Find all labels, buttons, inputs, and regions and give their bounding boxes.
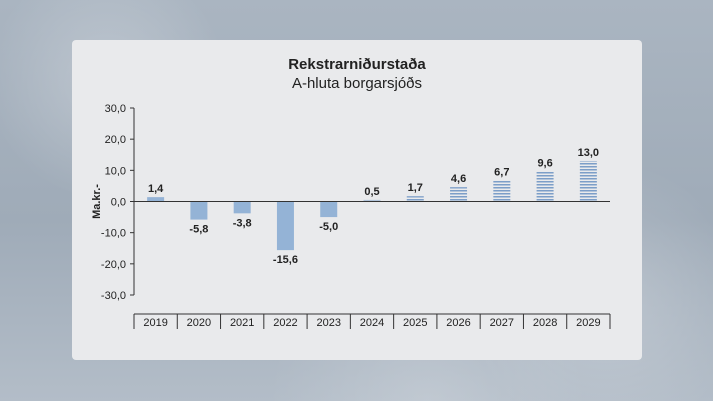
bar-2020 [190,201,208,220]
y-tick-label: -10,0 [101,228,126,240]
value-label: 1,4 [148,183,164,195]
bar-2024 [363,199,381,202]
chart-card: Rekstrarniðurstaða A-hluta borgarsjóðs 3… [72,40,642,360]
bar-2028 [536,171,554,202]
value-label: 6,7 [494,167,509,179]
x-tick-label: 2028 [533,317,557,329]
value-label: 1,7 [408,182,423,194]
bar-2025 [406,196,424,202]
bar-2026 [450,187,468,202]
value-label: -15,6 [273,254,298,266]
x-tick-label: 2024 [360,317,384,329]
bar-2019 [147,197,165,202]
y-tick-label: -30,0 [101,290,126,302]
bar-chart: 30,0 20,0 10,0 0,0 -10,0 -20,0 -30,0 Ma.kr.- 1,4… [91,103,611,329]
x-tick-label: 2022 [273,317,297,329]
y-tick-label: 10,0 [105,165,126,177]
x-tick-label: 2023 [316,317,340,329]
chart-title: Rekstrarniðurstaða [288,56,426,73]
bar-2021 [233,201,251,214]
value-label: -3,8 [233,217,252,229]
value-label: 9,6 [537,158,552,170]
x-tick-label: 2026 [446,317,470,329]
bar-2022 [276,201,294,251]
x-tick-label: 2021 [230,317,254,329]
x-tick-label: 2019 [143,317,167,329]
bar-2029 [579,160,597,202]
y-tick-label: -20,0 [101,259,126,271]
x-tick-label: 2020 [187,317,211,329]
chart-subtitle: A-hluta borgarsjóðs [291,75,423,92]
value-label: 0,5 [364,186,379,198]
value-label: 4,6 [451,173,466,185]
value-label: 13,0 [578,147,599,159]
y-tick-label: 30,0 [105,103,126,115]
x-tick-label: 2027 [490,317,514,329]
y-tick-label: 20,0 [105,134,126,146]
x-tick-label: 2025 [403,317,427,329]
bar-2027 [493,180,511,202]
y-axis-label: Ma.kr.- [91,184,103,219]
value-label: -5,8 [189,224,208,236]
value-label: -5,0 [319,221,338,233]
y-tick-label: 0,0 [111,197,126,209]
x-tick-label: 2029 [576,317,600,329]
bar-2023 [320,201,338,218]
